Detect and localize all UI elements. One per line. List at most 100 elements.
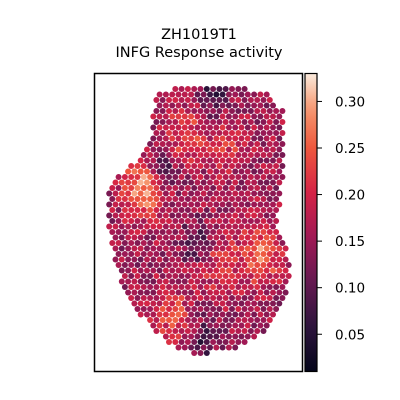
colorbar-ticks: 0.05 0.10 0.15 0.20 0.25 0.30 (317, 94, 365, 343)
spot (131, 245, 138, 252)
spot (147, 317, 154, 323)
spot (254, 141, 261, 147)
spot (175, 223, 182, 230)
spot (219, 300, 226, 307)
spot (166, 119, 172, 125)
spot (219, 322, 226, 329)
spot (270, 113, 276, 120)
spot (159, 229, 166, 235)
spot (112, 256, 119, 263)
spot (222, 130, 229, 136)
spot (172, 306, 179, 312)
spot (172, 130, 179, 136)
spot (266, 251, 273, 257)
spot (219, 278, 226, 285)
spot (229, 141, 235, 147)
spot (172, 163, 179, 169)
spot (238, 124, 245, 131)
spot (134, 240, 141, 246)
spot (260, 317, 267, 323)
spot (203, 207, 210, 213)
spot (225, 212, 232, 219)
spot (210, 196, 217, 202)
spot (222, 218, 229, 224)
spot (188, 311, 195, 318)
spot (213, 245, 220, 252)
spot (166, 317, 172, 323)
spot (118, 212, 125, 219)
spot (207, 124, 213, 131)
spot (128, 229, 135, 235)
spot (200, 223, 207, 230)
spot (279, 108, 286, 114)
spot (115, 185, 122, 191)
spot (172, 339, 179, 345)
spot (172, 295, 179, 301)
spot (254, 130, 261, 136)
spot (257, 113, 264, 120)
spot (263, 267, 270, 274)
spot (112, 201, 119, 208)
spot (162, 124, 169, 131)
spot (150, 245, 157, 252)
spot (213, 289, 220, 296)
spot (270, 146, 276, 153)
spot (115, 207, 122, 213)
spot (200, 91, 207, 98)
spot (222, 185, 229, 191)
spot (178, 251, 185, 257)
spot (244, 124, 251, 131)
spot (131, 212, 138, 219)
spot (247, 141, 254, 147)
spot (225, 124, 232, 131)
spot (247, 97, 254, 103)
spot (153, 229, 160, 235)
spot (219, 190, 226, 197)
spot (128, 163, 135, 169)
spot (257, 234, 264, 241)
colorbar (305, 73, 317, 372)
spot (112, 190, 119, 197)
spot (131, 267, 138, 274)
spot (235, 229, 242, 235)
spot (210, 317, 217, 323)
spot (257, 212, 264, 219)
spot (184, 207, 191, 213)
spot (159, 218, 166, 224)
spot (109, 196, 116, 202)
spot (229, 119, 235, 125)
spot (197, 251, 204, 257)
spot (147, 240, 154, 246)
spot (213, 135, 220, 142)
spot (266, 141, 273, 147)
spot (200, 146, 207, 153)
spot (194, 102, 201, 109)
spot (244, 168, 251, 175)
spot (156, 102, 163, 109)
spot (188, 201, 195, 208)
spot (257, 91, 264, 98)
spot (266, 119, 273, 125)
spot (134, 273, 141, 279)
spot (266, 240, 273, 246)
spot (232, 267, 239, 274)
spot (106, 201, 113, 208)
spot (273, 240, 280, 246)
spot (109, 229, 116, 235)
spot (203, 185, 210, 191)
spot (244, 267, 251, 274)
spot (263, 234, 270, 241)
spot (210, 108, 217, 114)
spot (194, 311, 201, 318)
spot (260, 152, 267, 158)
spot (137, 157, 144, 164)
spot (257, 157, 264, 164)
spot (241, 317, 248, 323)
spot (181, 113, 188, 120)
spot (191, 174, 198, 180)
spot (229, 163, 235, 169)
spot (156, 113, 163, 120)
spot (194, 300, 201, 307)
spot (222, 207, 229, 213)
spot (128, 251, 135, 257)
